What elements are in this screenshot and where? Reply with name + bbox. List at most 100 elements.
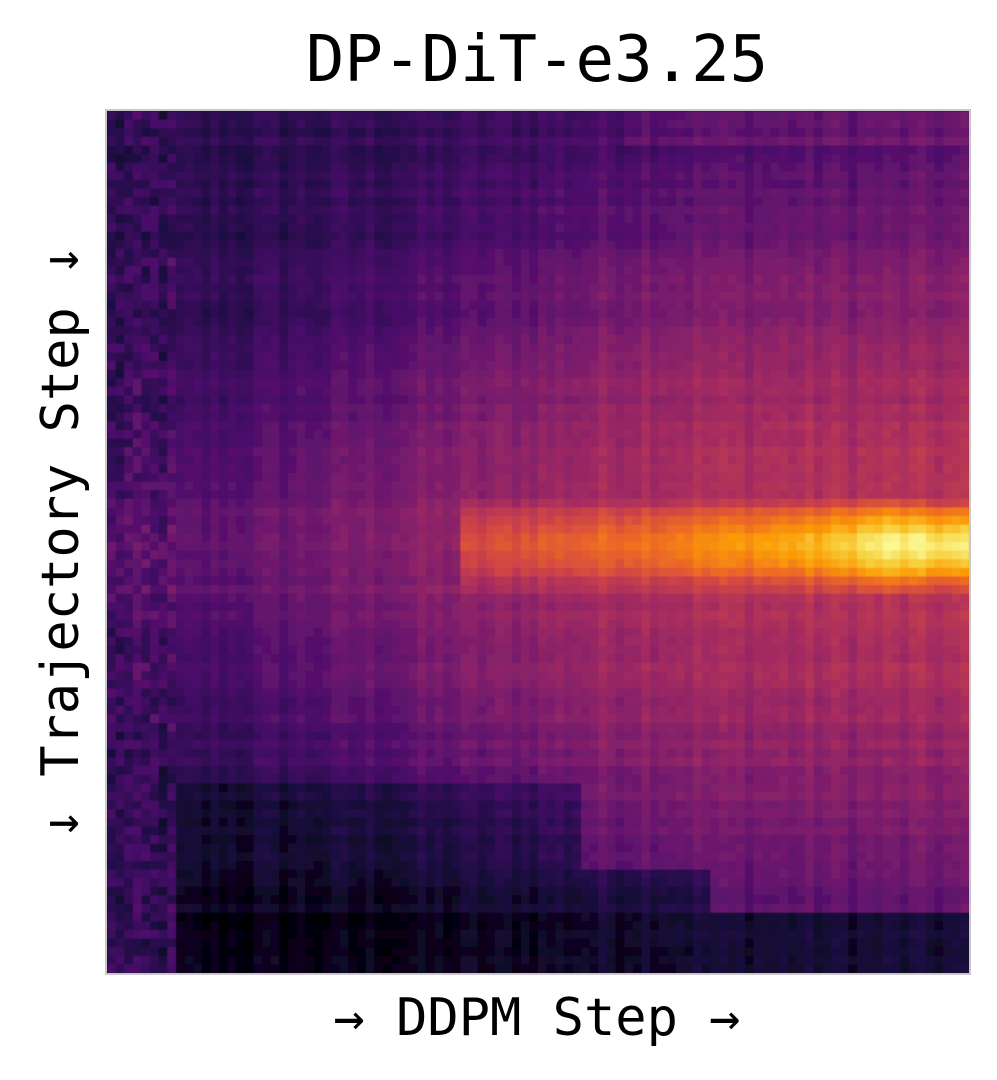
heatmap-cell [882,283,893,293]
heatmap-cell [107,533,117,543]
heatmap-cell [503,490,513,500]
heatmap-cell [805,111,815,121]
heatmap-cell [787,507,798,517]
heatmap-cell [227,111,237,121]
heatmap-cell [201,214,212,224]
heatmap-cell [322,179,332,190]
heatmap-cell [925,533,936,543]
heatmap-cell [581,369,591,379]
heatmap-cell [279,335,289,345]
heatmap-cell [288,317,298,328]
heatmap-cell [520,352,530,362]
heatmap-cell [167,292,177,302]
heatmap-cell [719,292,729,302]
heatmap-cell [356,343,367,353]
heatmap-cell [520,533,530,543]
heatmap-cell [356,378,367,388]
heatmap-cell [494,188,505,198]
heatmap-cell [701,473,711,483]
heatmap-cell [339,111,349,121]
heatmap-cell [641,317,651,328]
heatmap-cell [400,188,410,198]
heatmap-cell [848,524,858,534]
heatmap-cell [184,343,194,353]
heatmap-cell [486,309,496,319]
heatmap-cell [848,386,858,397]
heatmap-cell [581,240,591,250]
heatmap-cell [253,326,263,336]
heatmap-cell [279,274,289,284]
heatmap-cell [520,231,530,241]
heatmap-cell [279,248,289,259]
heatmap-cell [736,335,746,345]
heatmap-cell [158,386,168,397]
heatmap-cell [831,421,841,431]
heatmap-cell [408,223,418,233]
heatmap-cell [107,317,117,328]
heatmap-cell [167,248,177,259]
heatmap-cell [925,111,936,121]
heatmap-cell [348,524,358,534]
heatmap-cell [934,128,944,138]
heatmap-cell [563,274,574,284]
heatmap-cell [331,283,341,293]
heatmap-cell [796,473,806,483]
heatmap-cell [624,317,634,328]
heatmap-cell [719,335,729,345]
heatmap-cell [305,119,315,129]
heatmap-cell [822,343,832,353]
heatmap-cell [158,231,168,241]
heatmap-cell [443,498,453,509]
heatmap-cell [529,188,539,198]
heatmap-cell [201,266,212,276]
heatmap-cell [288,197,298,207]
heatmap-cell [701,274,711,284]
heatmap-cell [132,369,143,379]
heatmap-cell [555,369,565,379]
heatmap-cell [391,386,401,397]
heatmap-cell [417,292,427,302]
heatmap-cell [365,524,375,534]
heatmap-cell [331,188,341,198]
heatmap-cell [831,300,841,310]
heatmap-cell [908,128,918,138]
heatmap-cell [874,317,884,328]
heatmap-cell [244,154,255,164]
heatmap-cell [650,360,660,371]
heatmap-cell [856,360,867,371]
heatmap-cell [555,171,565,181]
heatmap-cell [865,317,875,328]
heatmap-cell [925,412,936,422]
heatmap-cell [434,429,444,440]
heatmap-cell [598,257,608,267]
heatmap-cell [236,128,246,138]
heatmap-cell [529,473,539,483]
heatmap-cell [736,317,746,328]
heatmap-cell [270,352,280,362]
heatmap-cell [856,412,867,422]
heatmap-cell [313,171,324,181]
heatmap-cell [727,136,737,147]
heatmap-cell [805,188,815,198]
heatmap-cell [425,352,436,362]
heatmap-cell [382,197,393,207]
heatmap-cell [779,266,789,276]
heatmap-cell [581,274,591,284]
heatmap-cell [486,481,496,491]
heatmap-cell [831,352,841,362]
heatmap-cell [822,455,832,466]
heatmap-cell [124,438,134,448]
heatmap-cell [779,179,789,190]
heatmap-cell [581,395,591,405]
heatmap-cell [262,197,272,207]
heatmap-cell [641,343,651,353]
heatmap-cell [512,326,522,336]
heatmap-cell [313,507,324,517]
heatmap-cell [503,274,513,284]
heatmap-cell [943,111,953,121]
heatmap-cell [615,507,625,517]
heatmap-cell [684,171,694,181]
heatmap-cell [641,257,651,267]
heatmap-cell [313,283,324,293]
heatmap-cell [908,490,918,500]
